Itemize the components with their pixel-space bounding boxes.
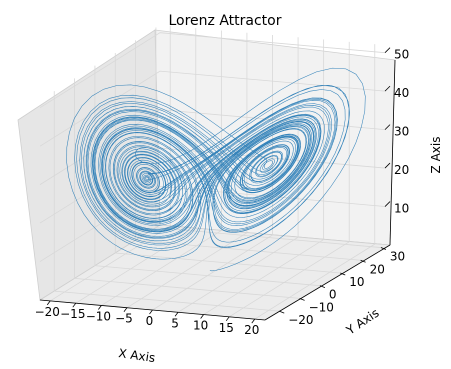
z-tick-label: 30 — [394, 125, 409, 139]
y-tick-mark — [299, 298, 305, 301]
grid-line-x — [50, 25, 171, 302]
x-axis-label: X Axis — [118, 346, 157, 365]
x-tick-mark — [174, 312, 179, 317]
grid-line-z — [39, 186, 386, 262]
grid-line-y — [74, 78, 300, 299]
y-tick-label: −20 — [288, 313, 313, 327]
z-tick-mark — [384, 85, 391, 92]
y-tick-mark — [340, 272, 346, 276]
x-tick-label: 15 — [219, 321, 234, 335]
x-tick-label: 10 — [193, 319, 208, 333]
z-tick-label: 50 — [394, 48, 409, 62]
x-tick-mark — [46, 300, 51, 306]
grid-line-x — [75, 28, 197, 304]
x-tick-mark — [149, 309, 153, 315]
z-axis-label: Z Axis — [429, 137, 443, 174]
y-tick-mark — [319, 285, 326, 289]
y-tick-label: 10 — [349, 275, 364, 289]
y-ticks: −20−100 10 20 30 — [279, 247, 405, 327]
y-tick-mark — [360, 259, 366, 263]
x-tick-mark — [225, 316, 230, 322]
x-tick-label: 20 — [244, 323, 259, 337]
grid-line-y — [114, 52, 341, 274]
grid-line-x — [126, 32, 248, 309]
grid-line-x — [152, 35, 273, 311]
z-tick-label: 10 — [394, 202, 409, 216]
grid-line-y — [94, 65, 320, 287]
x-ticks: −20 −15 −10 −5 0 5 10 15 20 — [35, 300, 259, 337]
grid-line-z — [39, 70, 386, 147]
grid-line-x — [101, 30, 222, 306]
y-tick-mark — [279, 310, 285, 314]
grid-line-x — [254, 44, 376, 320]
y-tick-label: 0 — [329, 288, 337, 302]
y-tick-mark — [380, 247, 387, 250]
x-tick-mark — [200, 314, 204, 319]
z-ticks: 10 20 30 40 50 — [384, 47, 409, 216]
z-tick-mark — [384, 201, 391, 207]
y-tick-label: −10 — [309, 300, 334, 314]
x-tick-mark — [98, 305, 102, 310]
z-tick-mark — [384, 47, 391, 53]
z-tick-mark — [384, 124, 391, 130]
grid-line-x — [203, 39, 325, 315]
x-tick-label: −10 — [86, 309, 111, 323]
y-axis-label: Y Axis — [343, 306, 382, 338]
grid-line-z — [39, 32, 386, 109]
series-trajectory — [66, 67, 366, 272]
x-tick-mark — [72, 302, 77, 308]
z-tick-label: 40 — [394, 86, 409, 100]
x-tick-label: 5 — [171, 316, 179, 330]
z-tick-label: 20 — [394, 163, 409, 177]
grid-line-y — [53, 91, 280, 312]
y-tick-label: 30 — [390, 250, 405, 264]
chart-title: Lorenz Attractor — [168, 13, 281, 29]
y-axis-line — [264, 244, 391, 321]
y-tick-label: 20 — [370, 262, 385, 276]
attractor-line — [66, 67, 366, 272]
x-tick-label: −5 — [115, 312, 133, 326]
grid-line-z — [39, 147, 386, 224]
x-tick-mark — [251, 318, 256, 324]
grid-line-x — [177, 37, 299, 313]
grid-line-y — [155, 27, 381, 248]
x-tick-mark — [123, 307, 128, 312]
z-tick-mark — [384, 162, 391, 169]
x-tick-label: −20 — [35, 305, 60, 319]
x-tick-label: 0 — [146, 314, 154, 328]
x-tick-label: −15 — [60, 307, 85, 321]
z-axis-line — [389, 59, 396, 246]
